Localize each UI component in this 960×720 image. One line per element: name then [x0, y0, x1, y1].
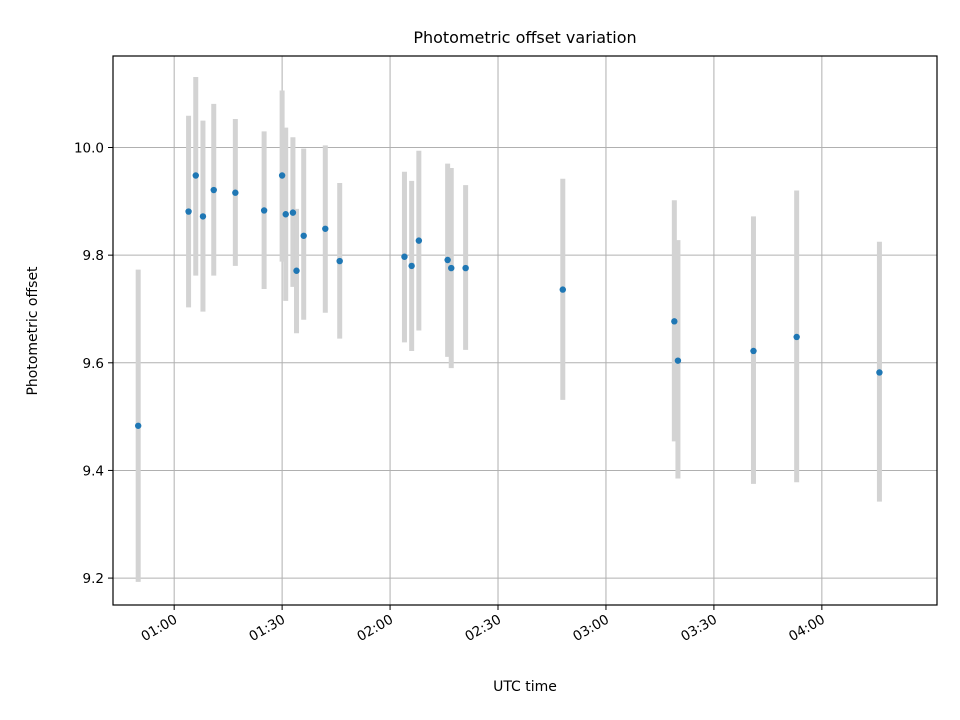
y-tick-label: 9.2 [83, 571, 104, 587]
data-point [192, 172, 199, 179]
x-tick-label: 01:30 [246, 612, 288, 645]
data-point [462, 264, 469, 272]
plot-frame [112, 55, 938, 606]
data-point [415, 237, 423, 244]
data-point [185, 208, 192, 215]
y-tick-label: 9.8 [83, 248, 104, 264]
y-axis-ticks: 9.2 9.4 9.6 9.8 10.0 [74, 141, 113, 587]
data-point [750, 347, 757, 355]
data-point [260, 207, 268, 214]
data-point [448, 264, 455, 272]
data-point [278, 172, 286, 179]
data-point [559, 286, 566, 293]
x-tick-label: 02:00 [354, 612, 396, 645]
data-point [232, 189, 239, 196]
y-tick-label: 9.6 [83, 356, 104, 372]
data-point [289, 209, 297, 216]
data-point [671, 318, 678, 325]
data-point [322, 225, 329, 232]
x-tick-label: 03:00 [570, 612, 612, 645]
error-bars [135, 76, 882, 582]
x-axis-label: UTC time [493, 679, 557, 695]
data-point [293, 267, 300, 274]
data-point [282, 211, 289, 218]
data-point [134, 422, 142, 429]
x-tick-label: 04:00 [786, 612, 828, 645]
data-point [444, 256, 451, 264]
y-tick-label: 9.4 [83, 463, 104, 479]
data-point [199, 213, 207, 220]
x-axis-ticks: 01:00 01:30 02:00 02:30 03:00 03:30 04:00 [138, 605, 828, 645]
data-point [401, 253, 408, 260]
x-tick-label: 03:30 [678, 612, 720, 645]
x-tick-label: 02:30 [462, 612, 504, 645]
data-point [336, 257, 343, 265]
x-tick-label: 01:00 [138, 612, 180, 645]
data-point [408, 262, 415, 270]
chart-title: Photometric offset variation [413, 28, 636, 47]
data-point [300, 232, 307, 239]
y-axis-label: Photometric offset [25, 266, 41, 396]
data-point [793, 333, 800, 341]
data-point [210, 186, 217, 194]
data-points [134, 172, 883, 429]
data-point [876, 369, 883, 376]
y-tick-label: 10.0 [74, 141, 104, 157]
data-point [674, 357, 682, 364]
